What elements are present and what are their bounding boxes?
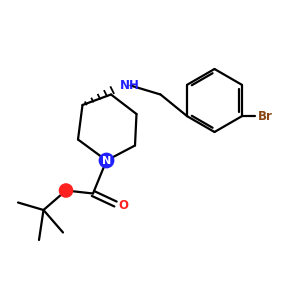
Text: NH: NH xyxy=(120,79,140,92)
Text: N: N xyxy=(102,155,111,166)
Circle shape xyxy=(59,184,73,197)
Text: Br: Br xyxy=(257,110,272,123)
Circle shape xyxy=(99,153,114,168)
Text: O: O xyxy=(118,199,128,212)
